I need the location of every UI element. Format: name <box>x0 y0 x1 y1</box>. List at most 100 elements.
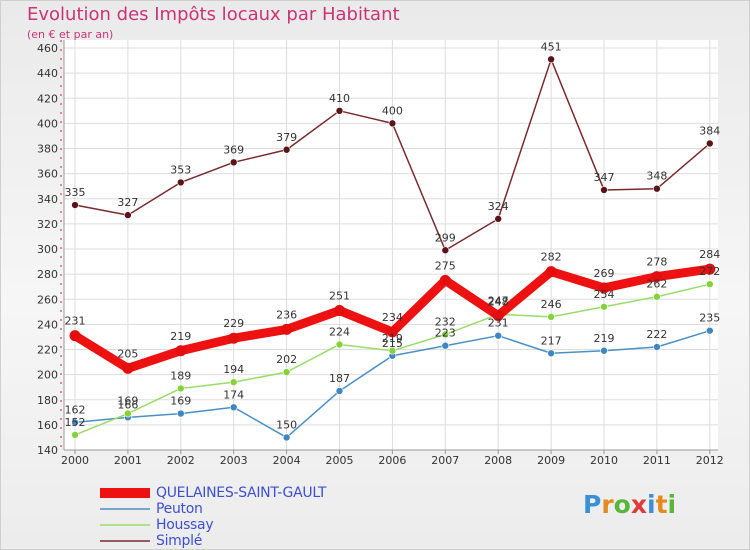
data-label-quelaines-saint-gault: 205 <box>117 347 138 360</box>
legend-item-houssay: Houssay <box>100 517 326 533</box>
data-label-quelaines-saint-gault: 282 <box>541 251 562 264</box>
data-label-quelaines-saint-gault: 269 <box>594 267 615 280</box>
x-tick-label: 2003 <box>220 454 248 467</box>
y-tick-label: 240 <box>37 318 58 331</box>
data-label-houssay: 219 <box>382 332 403 345</box>
data-point-quelaines-saint-gault <box>122 362 134 374</box>
data-label-quelaines-saint-gault: 236 <box>276 308 297 321</box>
data-point-simpl- <box>653 184 661 193</box>
data-point-simpl- <box>282 145 291 154</box>
data-point-quelaines-saint-gault <box>704 263 716 275</box>
data-point-houssay <box>441 330 450 339</box>
data-point-simpl- <box>494 215 503 223</box>
data-point-peuton <box>494 331 503 340</box>
data-point-quelaines-saint-gault <box>386 326 398 338</box>
data-label-houssay: 152 <box>65 416 86 429</box>
data-point-houssay <box>653 292 661 301</box>
data-label-peuton: 235 <box>699 312 720 325</box>
data-label-peuton: 219 <box>594 332 615 345</box>
y-tick-label: 300 <box>37 243 58 256</box>
data-point-quelaines-saint-gault <box>334 305 345 317</box>
data-label-houssay: 248 <box>488 295 509 308</box>
y-tick-label: 280 <box>37 268 58 281</box>
y-tick-label: 380 <box>37 143 58 156</box>
x-tick-label: 2008 <box>484 454 512 467</box>
data-point-quelaines-saint-gault <box>492 310 504 322</box>
x-tick-label: 2002 <box>167 454 195 467</box>
data-label-houssay: 169 <box>117 395 138 408</box>
legend-swatch-quelaines <box>100 488 150 498</box>
data-point-simpl- <box>124 211 132 219</box>
data-label-quelaines-saint-gault: 278 <box>646 256 667 269</box>
data-label-peuton: 217 <box>541 334 562 347</box>
y-tick-label: 260 <box>37 293 58 306</box>
data-label-simpl-: 410 <box>329 92 350 105</box>
y-tick-label: 440 <box>37 67 58 80</box>
data-point-simpl- <box>335 107 344 115</box>
data-label-simpl-: 348 <box>646 170 667 183</box>
legend-item-simple: Simplé <box>100 533 326 549</box>
legend-item-peuton: Peuton <box>100 501 326 517</box>
data-point-quelaines-saint-gault <box>545 266 557 278</box>
data-point-houssay <box>177 384 185 393</box>
chart-subtitle: (en € et par an) <box>27 28 114 41</box>
data-label-simpl-: 369 <box>223 143 244 156</box>
data-point-peuton <box>229 403 238 412</box>
data-label-peuton: 231 <box>488 317 509 330</box>
y-tick-label: 340 <box>37 193 58 206</box>
x-tick-label: 2010 <box>590 454 618 467</box>
logo-letter: i <box>647 490 656 519</box>
logo-letter: P <box>583 490 602 519</box>
data-point-quelaines-saint-gault <box>651 271 663 283</box>
x-tick-label: 2006 <box>378 454 406 467</box>
data-label-quelaines-saint-gault: 247 <box>488 295 509 308</box>
x-tick-label: 2000 <box>61 454 89 467</box>
y-tick-label: 360 <box>37 168 58 181</box>
data-label-quelaines-saint-gault: 284 <box>699 248 720 261</box>
data-point-simpl- <box>229 158 238 167</box>
legend-label-quelaines: QUELAINES-SAINT-GAULT <box>156 485 327 501</box>
legend-label-houssay: Houssay <box>156 517 214 533</box>
y-tick-label: 320 <box>37 218 58 231</box>
data-label-quelaines-saint-gault: 275 <box>435 259 456 272</box>
data-label-peuton: 215 <box>382 337 403 350</box>
x-tick-label: 2004 <box>273 454 301 467</box>
data-label-houssay: 272 <box>699 265 720 278</box>
data-point-simpl- <box>71 201 79 209</box>
x-tick-label: 2005 <box>326 454 354 467</box>
data-label-houssay: 194 <box>223 363 244 376</box>
x-tick-label: 2012 <box>696 454 724 467</box>
legend: QUELAINES-SAINT-GAULT Peuton Houssay Sim… <box>100 485 326 549</box>
data-label-peuton: 222 <box>646 328 667 341</box>
data-label-houssay: 189 <box>170 369 191 382</box>
data-point-simpl- <box>177 178 185 187</box>
data-point-houssay <box>705 280 714 288</box>
data-label-houssay: 262 <box>646 278 667 291</box>
data-label-simpl-: 451 <box>541 40 562 53</box>
legend-swatch-houssay <box>100 524 150 526</box>
chart-title: Evolution des Impôts locaux par Habitant <box>27 4 400 25</box>
data-point-quelaines-saint-gault <box>439 274 451 286</box>
proxiti-logo: Proxiti <box>583 490 676 519</box>
data-point-houssay <box>600 302 608 311</box>
y-tick-label: 180 <box>37 394 58 407</box>
data-label-houssay: 232 <box>435 315 456 328</box>
data-label-peuton: 187 <box>329 372 350 385</box>
data-label-simpl-: 379 <box>276 131 297 144</box>
data-point-peuton <box>547 349 555 358</box>
data-point-peuton <box>335 387 344 395</box>
data-point-houssay <box>71 431 79 439</box>
y-tick-label: 420 <box>37 92 58 105</box>
data-label-simpl-: 327 <box>117 196 138 209</box>
data-point-peuton <box>653 343 661 351</box>
data-label-houssay: 224 <box>329 325 350 338</box>
data-label-simpl-: 299 <box>435 231 456 244</box>
data-label-simpl-: 324 <box>488 200 509 213</box>
legend-item-quelaines: QUELAINES-SAINT-GAULT <box>100 485 326 501</box>
data-label-peuton: 150 <box>276 418 297 431</box>
data-point-houssay <box>547 313 555 321</box>
data-point-houssay <box>229 378 238 386</box>
data-label-simpl-: 347 <box>594 171 615 184</box>
data-point-simpl- <box>388 119 397 128</box>
logo-letter: r <box>601 490 614 519</box>
